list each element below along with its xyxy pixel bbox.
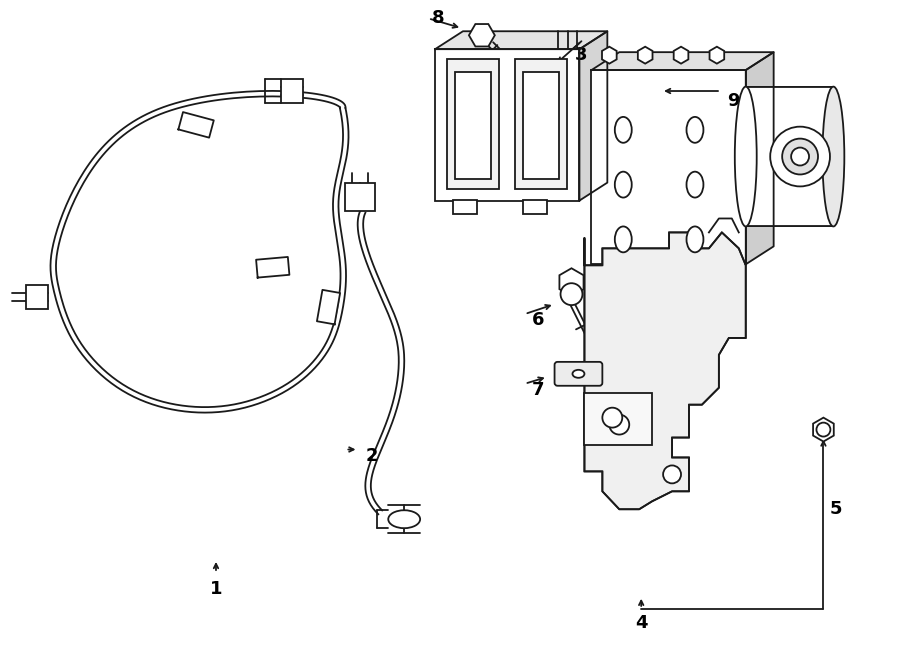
Ellipse shape <box>823 87 844 226</box>
Bar <box>523 199 546 214</box>
Ellipse shape <box>615 171 632 197</box>
Bar <box>515 59 566 189</box>
Polygon shape <box>580 31 608 201</box>
Circle shape <box>791 148 809 166</box>
Ellipse shape <box>615 226 632 252</box>
Bar <box>591 70 746 264</box>
Ellipse shape <box>615 117 632 143</box>
Polygon shape <box>435 31 608 49</box>
Text: 1: 1 <box>210 580 222 598</box>
Bar <box>523 72 559 179</box>
Bar <box>281 79 302 103</box>
Text: 3: 3 <box>575 46 588 64</box>
Polygon shape <box>584 232 746 509</box>
Circle shape <box>561 283 582 305</box>
Ellipse shape <box>687 171 704 197</box>
Bar <box>584 393 652 444</box>
Polygon shape <box>591 52 774 70</box>
Bar <box>455 72 490 179</box>
Circle shape <box>663 465 681 483</box>
Bar <box>346 183 375 211</box>
Ellipse shape <box>687 117 704 143</box>
Polygon shape <box>178 112 214 138</box>
Bar <box>435 49 580 201</box>
Circle shape <box>816 422 831 436</box>
Ellipse shape <box>734 87 757 226</box>
Text: 8: 8 <box>432 9 445 27</box>
Text: 7: 7 <box>531 381 544 399</box>
FancyBboxPatch shape <box>554 362 602 386</box>
Polygon shape <box>746 52 774 264</box>
Circle shape <box>609 414 629 434</box>
Bar <box>746 87 833 226</box>
Bar <box>26 285 48 309</box>
Text: 6: 6 <box>531 311 544 329</box>
Text: 5: 5 <box>830 500 842 518</box>
Ellipse shape <box>572 370 584 378</box>
Ellipse shape <box>687 226 704 252</box>
Circle shape <box>602 408 622 428</box>
Bar <box>447 59 499 189</box>
Circle shape <box>782 138 818 175</box>
Text: 9: 9 <box>727 92 740 110</box>
Text: 4: 4 <box>634 614 647 632</box>
Ellipse shape <box>388 510 420 528</box>
Polygon shape <box>317 290 340 324</box>
Polygon shape <box>256 257 290 277</box>
Text: 2: 2 <box>366 448 379 465</box>
Bar <box>453 199 477 214</box>
Circle shape <box>770 126 830 187</box>
